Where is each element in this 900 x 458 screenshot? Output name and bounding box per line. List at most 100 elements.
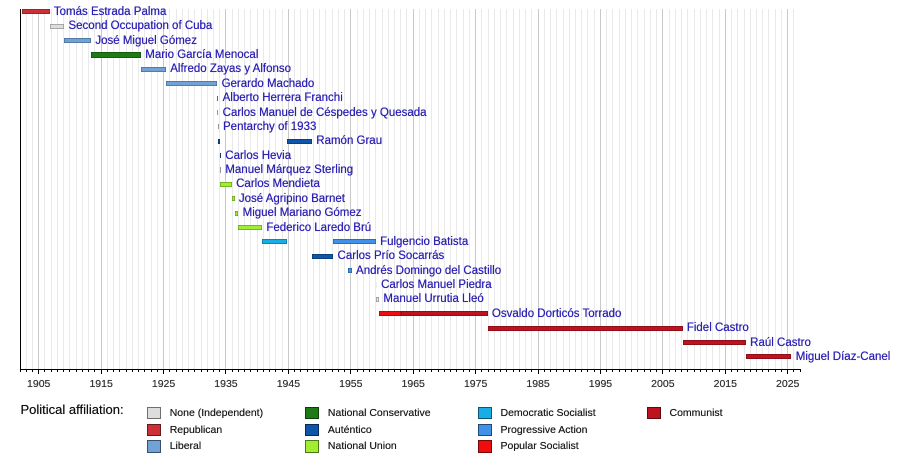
row-label-second-occupation-of-cuba[interactable]: Second Occupation of Cuba: [68, 20, 213, 33]
x-axis-spine: [19, 368, 801, 370]
row-label-carlos-manuel-de-ce-spedes-y-quesada[interactable]: Carlos Manuel de Céspedes y Quesada: [222, 106, 427, 119]
legend-swatch-national-union: [304, 440, 320, 453]
bar-manuel-ma-rquez-sterling[interactable]: [220, 167, 222, 173]
x-axis-major-tick: [787, 369, 789, 374]
gridline-minor: [81, 8, 83, 369]
gridline-major: [724, 8, 726, 369]
bar-ramo-n-grau-2[interactable]: [287, 138, 312, 144]
row-label-carlos-manuel-piedra[interactable]: Carlos Manuel Piedra: [381, 279, 492, 292]
x-axis-minor-tick: [755, 369, 757, 372]
x-axis-major-tick: [599, 369, 601, 374]
row-label-mario-garci-a-menocal[interactable]: Mario García Menocal: [145, 49, 259, 62]
x-axis-minor-tick: [331, 369, 333, 372]
bar-miguel-mariano-go-mez[interactable]: [234, 210, 239, 216]
x-axis-minor-tick: [656, 369, 658, 372]
bar-osvaldo-dortico-s-torrado-2[interactable]: [400, 311, 488, 317]
bar-miguel-di-az-canel[interactable]: [745, 354, 792, 360]
bar-gerardo-machado[interactable]: [165, 81, 218, 87]
row-label-fulgencio-batista[interactable]: Fulgencio Batista: [380, 235, 469, 248]
row-label-osvaldo-dortico-s-torrado[interactable]: Osvaldo Dorticós Torrado: [491, 307, 622, 320]
gridline-minor: [793, 8, 795, 369]
row-label-pentarchy-of-1933[interactable]: Pentarchy of 1933: [223, 120, 317, 133]
x-axis-minor-tick: [525, 369, 527, 372]
bar-rau-l-castro[interactable]: [682, 339, 746, 346]
row-label-rau-l-castro[interactable]: Raúl Castro: [750, 336, 811, 349]
bar-manuel-urrutia-lleo[interactable]: [375, 296, 380, 302]
row-label-carlos-mendieta[interactable]: Carlos Mendieta: [236, 178, 320, 191]
bar-carlos-manuel-de-ce-spedes-y-quesada[interactable]: [217, 109, 219, 116]
gridline-minor: [69, 8, 71, 369]
row-label-miguel-di-az-canel[interactable]: Miguel Díaz-Canel: [795, 350, 891, 363]
gridline-minor: [375, 8, 377, 369]
bar-second-occupation-of-cuba[interactable]: [49, 23, 65, 29]
x-axis-minor-tick: [281, 369, 283, 372]
gridline-minor: [731, 8, 733, 369]
bar-alfredo-zayas-y-alfonso[interactable]: [140, 66, 166, 72]
bar-alberto-herrera-franchi[interactable]: [217, 95, 219, 101]
row-label-fidel-castro[interactable]: Fidel Castro: [686, 322, 749, 335]
row-label-alfredo-zayas-y-alfonso[interactable]: Alfredo Zayas y Alfonso: [170, 63, 292, 76]
row-label-gerardo-machado[interactable]: Gerardo Machado: [221, 77, 315, 90]
row-label-ramo-n-grau[interactable]: Ramón Grau: [316, 135, 383, 148]
gridline-minor: [275, 8, 277, 369]
gridline-minor: [649, 8, 651, 369]
legend-swatch-popular-socialist: [477, 440, 492, 453]
row-label-toma-s-estrada-palma[interactable]: Tomás Estrada Palma: [53, 5, 167, 18]
gridline-minor: [63, 8, 65, 369]
bar-fidel-castro[interactable]: [487, 325, 683, 331]
x-axis-minor-tick: [312, 369, 314, 372]
row-label-carlos-hevia[interactable]: Carlos Hevia: [225, 149, 292, 162]
gridline-minor: [643, 8, 645, 369]
row-label-federico-laredo-bru[interactable]: Federico Laredo Brú: [266, 221, 372, 234]
x-axis-minor-tick: [487, 369, 489, 372]
gridline-minor: [150, 8, 152, 369]
bar-carlos-hevia[interactable]: [219, 153, 221, 159]
row-label-manuel-urrutia-lleo[interactable]: Manuel Urrutia Lleó: [383, 293, 484, 306]
legend-label-liberal: Liberal: [169, 440, 202, 453]
gridline-minor: [774, 8, 776, 369]
gridline-major: [287, 8, 289, 369]
x-axis-major-tick: [38, 369, 40, 374]
row-label-manuel-ma-rquez-sterling[interactable]: Manuel Márquez Sterling: [225, 164, 354, 177]
x-axis-minor-tick: [418, 369, 420, 372]
x-axis-minor-tick: [269, 369, 271, 372]
x-axis-minor-tick: [63, 369, 65, 372]
bar-osvaldo-dortico-s-torrado-1[interactable]: [379, 311, 401, 317]
bar-federico-laredo-bru[interactable]: [238, 224, 263, 231]
gridline-minor: [31, 8, 33, 369]
bar-fulgencio-batista-2[interactable]: [333, 239, 376, 245]
gridline-major: [662, 8, 664, 369]
x-axis-minor-tick: [381, 369, 383, 372]
gridline-minor: [762, 8, 764, 369]
x-axis-minor-tick: [206, 369, 208, 372]
bar-mario-garci-a-menocal[interactable]: [91, 52, 141, 58]
gridline-minor: [743, 8, 745, 369]
bar-andre-s-domingo-del-castillo[interactable]: [348, 268, 352, 274]
row-label-carlos-pri-o-socarra-s[interactable]: Carlos Prío Socarrás: [337, 250, 445, 263]
x-axis-tick-label: 1935: [214, 377, 238, 390]
x-axis-minor-tick: [244, 369, 246, 372]
bar-carlos-manuel-piedra[interactable]: [375, 282, 377, 288]
x-axis-minor-tick: [44, 369, 46, 372]
bar-jose-agripino-barnet[interactable]: [231, 196, 235, 202]
x-axis-minor-tick: [113, 369, 115, 372]
gridline-minor: [325, 8, 327, 369]
bar-carlos-pri-o-socarra-s[interactable]: [311, 253, 334, 259]
bar-carlos-mendieta[interactable]: [220, 181, 232, 187]
bar-fulgencio-batista-1[interactable]: [262, 239, 287, 245]
row-label-jose-miguel-go-mez[interactable]: José Miguel Gómez: [95, 34, 197, 47]
gridline-minor: [387, 8, 389, 369]
gridline-minor: [138, 8, 140, 369]
gridline-minor: [281, 8, 283, 369]
row-label-jose-agripino-barnet[interactable]: José Agripino Barnet: [238, 192, 345, 205]
bar-ramo-n-grau-1[interactable]: [217, 138, 220, 144]
bar-toma-s-estrada-palma[interactable]: [22, 9, 50, 15]
bar-jose-miguel-go-mez[interactable]: [64, 38, 92, 44]
row-label-alberto-herrera-franchi[interactable]: Alberto Herrera Franchi: [222, 92, 343, 105]
row-label-andre-s-domingo-del-castillo[interactable]: Andrés Domingo del Castillo: [356, 264, 502, 277]
row-label-miguel-mariano-go-mez[interactable]: Miguel Mariano Gómez: [242, 207, 362, 220]
bar-pentarchy-of-1933[interactable]: [217, 124, 219, 130]
x-axis-minor-tick: [506, 369, 508, 372]
x-axis-major-tick: [724, 369, 726, 374]
gridline-minor: [618, 8, 620, 369]
